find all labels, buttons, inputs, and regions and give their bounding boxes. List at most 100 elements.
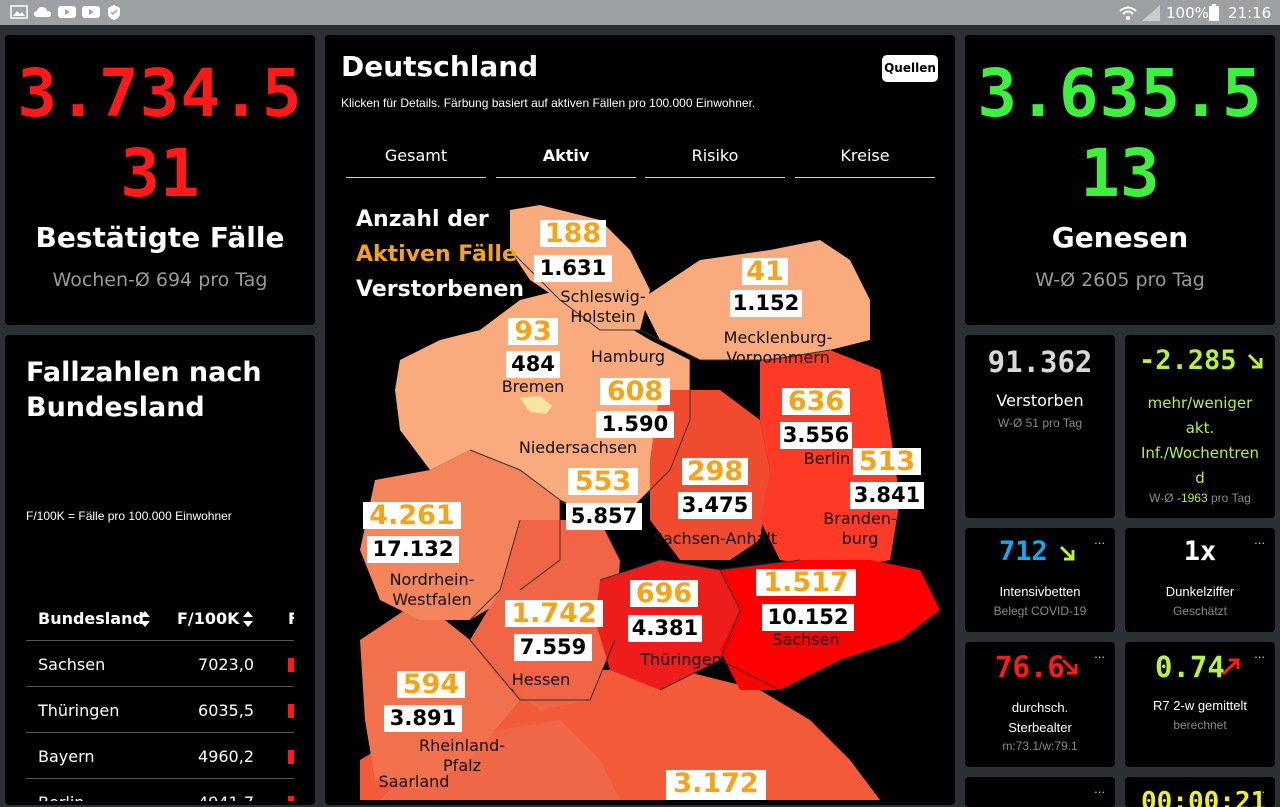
tab-kreise[interactable]: Kreise [795,146,935,178]
state-death-count[interactable]: 10.152 [762,604,854,631]
legend-line1: Anzahl der [356,207,489,232]
state-death-count[interactable]: 3.556 [780,422,852,449]
state-label[interactable]: Branden-burg [818,509,902,549]
more-options-icon[interactable]: ... [1254,646,1265,661]
state-label[interactable]: Hessen [511,670,571,689]
state-active-count[interactable]: 1.742 [505,600,603,627]
more-options-icon[interactable]: ... [1254,781,1265,796]
state-label[interactable]: Saarland [378,772,450,791]
status-bar: 100% 21:16 [0,0,1280,25]
tab-risiko[interactable]: Risiko [645,146,785,178]
state-death-count[interactable]: 1.590 [596,411,674,438]
state-label[interactable]: Thüringen [640,650,722,669]
tab-aktiv[interactable]: Aktiv [496,146,636,178]
death-age-label-line: durchsch. [1011,700,1069,715]
state-label[interactable]: Bremen [501,377,565,396]
state-name-cell: Berlin [38,793,84,801]
recovered-label: Genesen [1051,221,1189,254]
state-active-count[interactable]: 696 [630,580,698,607]
tab-gesamt[interactable]: Gesamt [346,146,486,178]
state-death-count[interactable]: 5.857 [566,503,642,530]
column-header-bundesland[interactable]: Bundesland [38,609,144,628]
more-options-icon[interactable]: ... [1254,532,1265,547]
icu-card[interactable]: ... 712 Intensivbetten Belegt COVID-19 [965,528,1115,632]
icu-value: 712 [999,536,1048,567]
state-active-count[interactable]: 513 [853,448,921,475]
deaths-card[interactable]: 91.362 Verstorben W-Ø 51 pro Tag [965,335,1115,518]
dark-figure-card[interactable]: ... 1x Dunkelziffer Geschätzt [1125,528,1275,632]
column-header-f100k[interactable]: F/100K [177,609,240,628]
sort-icon[interactable] [139,610,151,628]
state-active-count[interactable]: 3.172 [666,770,766,800]
state-active-count[interactable]: 636 [782,388,850,415]
state-name: Pfalz [443,756,481,775]
confirmed-number: 3.734.5 [17,55,303,132]
f100k-cell: 4960,2 [198,747,254,766]
state-label[interactable]: Schleswig- Holstein [553,287,653,327]
table-row[interactable]: Berlin 4941,7 [26,778,294,801]
death-age-label: durchsch. Sterbealter [965,698,1115,738]
state-active-count[interactable]: 594 [397,671,465,698]
state-active-count[interactable]: 553 [568,468,638,495]
state-label[interactable]: Rheinland- Pfalz [414,736,510,776]
state-death-count[interactable]: 4.381 [628,615,702,642]
sources-button[interactable]: Quellen [882,55,938,82]
table-header: Bundesland F/100K F [26,596,294,640]
map-subtitle: Klicken für Details. Färbung basiert auf… [341,96,756,110]
state-active-count[interactable]: 41 [742,258,788,285]
trend-label-line: mehr/weniger [1147,394,1253,412]
state-active-count[interactable]: 188 [540,220,606,247]
state-death-count[interactable]: 3.841 [850,482,924,509]
state-label[interactable]: Nordrhein- Westfalen [382,570,482,610]
state-active-count[interactable]: 93 [508,318,558,345]
table-row[interactable]: Sachsen 7023,0 [26,640,294,687]
partial-card[interactable]: ... 00:00:21 [1125,777,1275,807]
recovered-panel[interactable]: 3.635.5 13 Genesen W-Ø 2605 pro Tag [965,35,1275,325]
f100k-cell: 6035,5 [198,701,254,720]
column-header-f[interactable]: F [288,609,294,628]
recovered-number-line2: 13 [1080,135,1160,212]
icu-label: Intensivbetten [999,584,1081,599]
trend-label-line: akt. [1185,419,1215,437]
more-options-icon[interactable]: ... [1094,532,1105,547]
youtube-icon [82,6,100,18]
state-death-count[interactable]: 17.132 [367,536,459,563]
state-death-count[interactable]: 1.152 [730,290,802,317]
state-label[interactable]: Mecklenburg- Vorpommern [718,328,838,368]
state-active-count[interactable]: 608 [600,378,670,405]
state-death-count[interactable]: 3.475 [678,492,752,519]
trend-sub-suffix: pro Tag [1207,491,1251,505]
state-label[interactable]: Sachsen [772,630,840,649]
confirmed-cases-panel[interactable]: 3.734.5 31 Bestätigte Fälle Wochen-Ø 694… [5,35,315,325]
clock: 21:16 [1228,4,1272,22]
state-death-count[interactable]: 484 [506,351,560,378]
state-active-count[interactable]: 1.517 [756,569,856,596]
confirmed-label: Bestätigte Fälle [35,221,285,254]
death-age-card[interactable]: ... 76.6 durchsch. Sterbealter m:73.1/w:… [965,642,1115,767]
more-options-icon[interactable]: ... [1094,781,1105,796]
r-value-card[interactable]: ... 0.74 R7 2-w gemittelt berechnet [1125,642,1275,767]
sort-icon[interactable] [242,610,254,628]
table-row[interactable]: Bayern 4960,2 [26,732,294,779]
state-name: Schleswig- [560,287,646,306]
table-row[interactable]: Thüringen 6035,5 [26,686,294,733]
state-active-count[interactable]: 4.261 [363,502,461,529]
state-label[interactable]: Hamburg [590,347,666,366]
partial-card[interactable]: ... [965,777,1115,807]
state-label[interactable]: Niedersachsen [518,438,638,457]
dark-figure-value: 1x [1183,536,1217,567]
state-death-count[interactable]: 7.559 [514,634,592,661]
state-active-count[interactable]: 298 [682,458,748,485]
more-options-icon[interactable]: ... [1094,646,1105,661]
state-label[interactable]: Berlin [803,449,851,468]
trend-label: mehr/weniger akt. Inf./Wochentren d [1125,391,1275,491]
cases-cell-clipped [288,796,294,801]
state-death-count[interactable]: 3.891 [384,705,462,732]
trend-card[interactable]: -2.285 mehr/weniger akt. Inf./Wochentren… [1125,335,1275,518]
state-label[interactable]: Sachsen-Anhalt [652,529,778,548]
death-age-value: 76.6 [995,650,1065,684]
arrow-up-right-icon [1221,658,1240,676]
deaths-value: 91.362 [987,345,1093,379]
youtube-icon [58,6,76,18]
state-death-count[interactable]: 1.631 [534,255,612,282]
